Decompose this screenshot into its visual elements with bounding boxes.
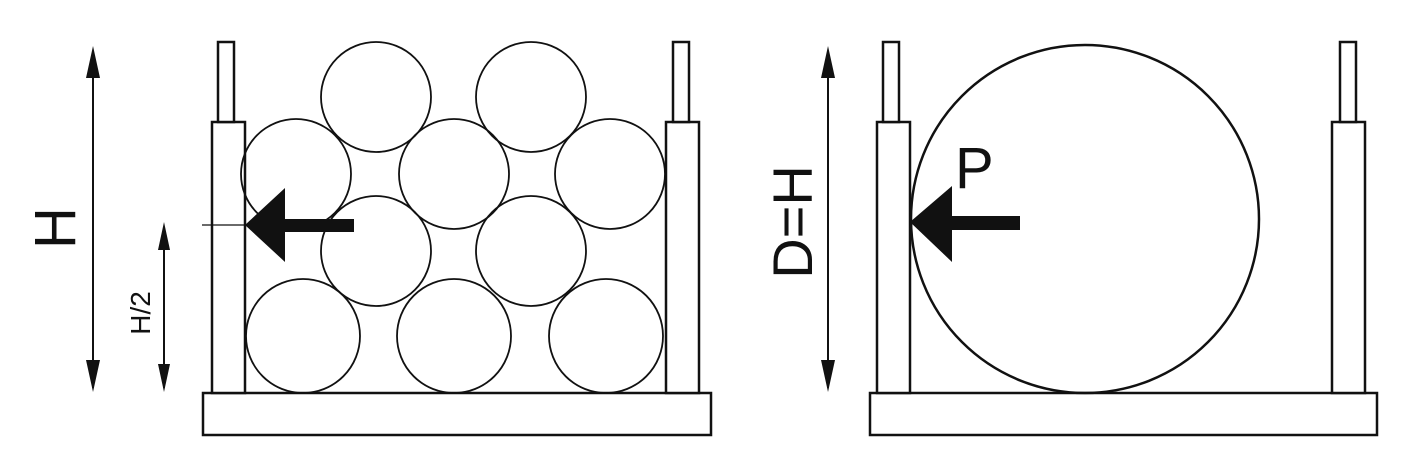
left-rack-right-pin [671,40,691,124]
left-panel: H H/2 [23,40,713,437]
height-dimension [86,46,100,392]
right-panel: P D=H [761,40,1379,437]
right-rack-right-pin [1338,40,1358,124]
roller [320,195,432,307]
roller [475,195,587,307]
roller [398,118,510,230]
right-force-arrow [910,186,1020,262]
left-rack-left-pin [216,40,236,124]
roller [320,41,432,153]
left-rack-right-post [664,120,701,395]
height-label: H [23,207,88,249]
half-height-dimension [158,222,170,392]
diameter-label: D=H [761,165,824,279]
roller [475,41,587,153]
diameter-dimension [821,46,835,392]
right-rack-left-pin [881,40,901,124]
left-rack-left-post [210,120,247,395]
left-rollers [240,41,666,394]
large-drum [909,43,1261,395]
right-rack-right-post [1330,120,1367,395]
force-label: P [955,136,994,201]
half-height-label: H/2 [125,291,156,335]
roller [554,118,666,230]
right-base-plate [868,391,1379,437]
left-force-arrow [202,188,354,262]
right-rack-left-post [875,120,912,395]
roller [245,278,361,394]
left-base-plate [201,391,713,437]
roller [240,118,352,230]
roller [548,278,664,394]
roller [396,278,512,394]
